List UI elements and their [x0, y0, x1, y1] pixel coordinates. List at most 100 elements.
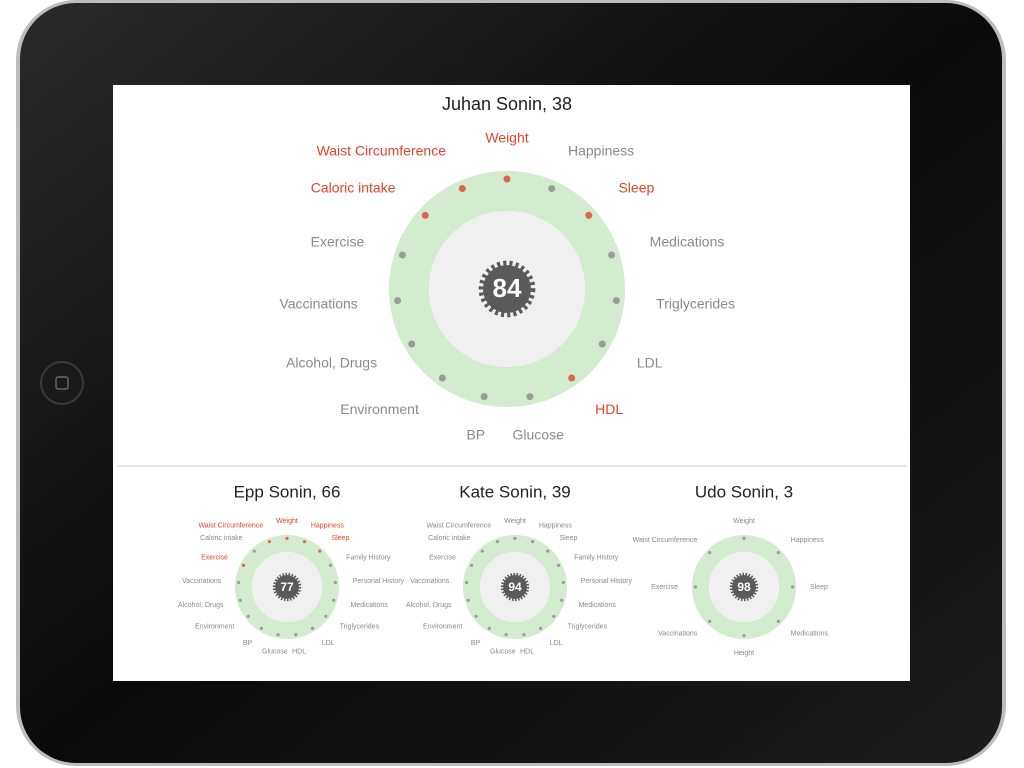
metric-label: Alcohol, Drugs [286, 355, 377, 371]
metric-label: Weight [733, 518, 755, 525]
home-button[interactable] [40, 361, 84, 405]
metric-label: Waist Circumference [426, 522, 491, 529]
person-title: Udo Sonin, 3 [695, 482, 793, 501]
metric-label: Height [734, 650, 754, 657]
score: 98 [737, 580, 751, 594]
metric-label: Glucose [513, 426, 565, 442]
metric-dot [552, 614, 556, 618]
metric-label: Medications [350, 602, 388, 609]
metric-label: Happiness [791, 537, 825, 544]
metric-dot [480, 393, 488, 401]
metric-dot [556, 563, 561, 567]
metric-dot [310, 626, 315, 630]
metric-dot [237, 580, 241, 585]
metric-dot [408, 340, 416, 348]
metric-dot [324, 614, 328, 618]
metric-label: Waist Circumference [198, 522, 263, 529]
metric-dot [526, 393, 534, 401]
metric-label: Vaccinations [279, 295, 357, 311]
metric-dot [267, 540, 272, 544]
metric-label: Caloric intake [200, 535, 243, 542]
score-badge [503, 575, 527, 599]
score-badge [483, 265, 531, 313]
metric-label: Family History [574, 554, 619, 561]
metric-label: Exercise [651, 584, 678, 591]
metric-dot [487, 626, 492, 630]
metric-dot [598, 340, 606, 348]
metric-dot [285, 536, 289, 541]
metric-label: Vaccinations [410, 578, 450, 585]
metric-label: Caloric intake [428, 535, 471, 542]
metric-dot [332, 598, 336, 602]
metric-dot [328, 563, 333, 567]
metric-dot [238, 598, 242, 602]
metric-dot [708, 619, 712, 623]
metric-label: BP [471, 640, 481, 647]
metric-dot [246, 614, 250, 618]
metric-dot [742, 536, 746, 541]
metric-dot [318, 549, 322, 553]
metric-dot [776, 551, 780, 555]
metric-label: BP [466, 426, 485, 442]
metric-label: LDL [550, 640, 563, 647]
metric-dot [480, 549, 484, 553]
metric-dot [791, 585, 795, 589]
metric-label: Personal History [581, 578, 633, 585]
charts: Juhan Sonin, 38 Weight Happiness Sleep Medic… [178, 94, 829, 657]
metric-dot [252, 549, 256, 553]
home-icon [55, 376, 69, 390]
metric-dot [561, 580, 565, 585]
metric-label: HDL [595, 401, 623, 417]
metric-dot [546, 549, 550, 553]
metric-label: Caloric intake [311, 179, 396, 195]
metric-label: Personal History [353, 578, 405, 585]
metric-dot [693, 585, 698, 589]
metric-label: Family History [346, 554, 391, 561]
metric-dot [608, 251, 616, 259]
metric-label: Sleep [559, 535, 577, 542]
metric-label: Waist Circumference [317, 143, 447, 159]
metric-label: Medications [578, 602, 616, 609]
metric-dot [776, 619, 780, 623]
metric-label: Environment [423, 624, 462, 631]
metric-dot [742, 634, 746, 638]
metric-label: Glucose [490, 649, 516, 656]
metric-dot [495, 540, 500, 544]
ring [235, 535, 339, 639]
metric-dot [585, 211, 593, 219]
metric-dot [522, 633, 526, 637]
ring [389, 171, 625, 407]
metric-dot [708, 551, 712, 555]
ring [463, 535, 567, 639]
ring [692, 535, 796, 639]
metric-label: Environment [195, 624, 234, 631]
metric-dot [302, 540, 307, 544]
metric-label: Happiness [539, 522, 573, 529]
score-badge-edge [500, 572, 530, 602]
metric-label: HDL [520, 649, 534, 656]
score-badge [732, 575, 756, 599]
metric-label: Happiness [568, 143, 634, 159]
metric-label: Happiness [311, 522, 345, 529]
metric-label: Weight [485, 130, 528, 146]
person-title: Epp Sonin, 66 [234, 482, 341, 501]
metric-label: Weight [276, 518, 298, 525]
metric-label: Sleep [618, 179, 654, 195]
score: 84 [493, 273, 522, 303]
metric-dot [538, 626, 543, 630]
score-badge-edge [272, 572, 302, 602]
metric-dot [568, 374, 576, 382]
metric-dot [241, 563, 246, 567]
metric-dot [466, 598, 470, 602]
metric-dot [469, 563, 474, 567]
metric-dot [548, 185, 556, 193]
metric-label: Glucose [262, 649, 288, 656]
metric-dot [504, 633, 508, 637]
metric-dot [530, 540, 535, 544]
metric-dot [421, 211, 429, 219]
metric-label: Sleep [331, 535, 349, 542]
metric-dot [398, 251, 406, 259]
metric-label: LDL [637, 355, 663, 371]
metric-label: HDL [292, 649, 306, 656]
